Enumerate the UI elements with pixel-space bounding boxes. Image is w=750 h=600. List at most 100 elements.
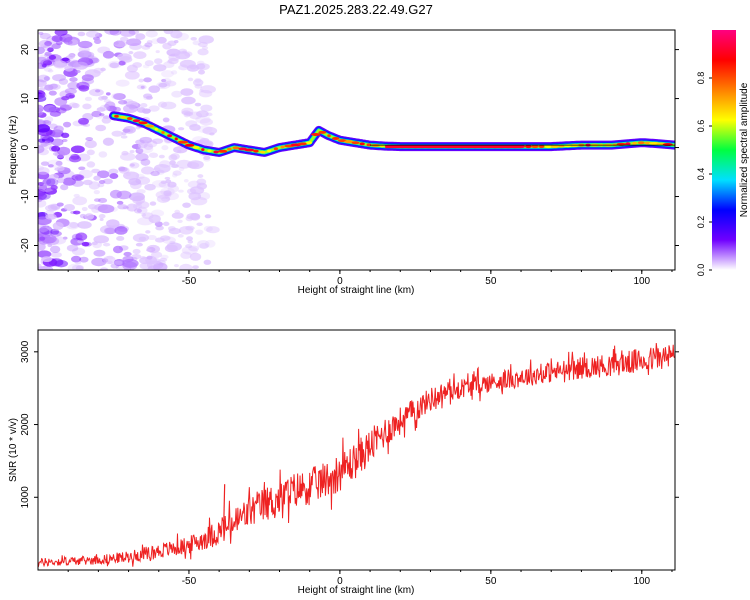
ridge-core — [305, 141, 313, 145]
noise-cell — [139, 103, 148, 108]
noise-cell — [98, 96, 105, 101]
noise-cell — [199, 118, 213, 126]
noise-cell — [77, 31, 86, 37]
noise-cell — [57, 154, 64, 160]
noise-cell — [133, 208, 142, 214]
noise-cell — [126, 38, 142, 47]
spectrogram-ridge-layer — [109, 111, 675, 157]
x-tick-label: 50 — [485, 276, 497, 287]
noise-cell — [179, 59, 196, 69]
noise-cell — [189, 252, 202, 261]
noise-cell — [91, 257, 107, 267]
noise-cell — [177, 234, 184, 238]
noise-cell — [93, 249, 106, 257]
noise-cell — [105, 92, 111, 96]
noise-cell — [158, 82, 168, 88]
noise-cell — [162, 221, 170, 227]
noise-cell — [120, 56, 131, 63]
noise-cell — [38, 31, 44, 36]
colorbar: 0.0 0.2 0.4 0.6 0.8 Normalized spectral ampl… — [696, 30, 750, 276]
noise-cell — [71, 247, 86, 256]
noise-cell — [162, 78, 172, 85]
noise-cell — [171, 173, 178, 178]
noise-cell — [197, 191, 211, 201]
noise-cell — [199, 242, 209, 249]
noise-cell — [147, 265, 160, 270]
noise-cell — [118, 60, 126, 66]
noise-cell — [150, 251, 163, 258]
noise-cell — [198, 69, 205, 75]
noise-cell — [91, 110, 102, 118]
noise-cell — [68, 155, 82, 163]
ridge-core — [132, 119, 141, 123]
noise-cell — [111, 130, 124, 137]
noise-cell — [113, 258, 125, 267]
noise-cell — [196, 110, 209, 118]
noise-cell — [142, 64, 150, 69]
noise-cell — [114, 226, 128, 235]
noise-cell — [140, 158, 151, 166]
noise-cell — [68, 102, 78, 108]
noise-cell — [119, 152, 136, 161]
ridge-core — [544, 145, 552, 149]
noise-cell — [70, 210, 77, 215]
noise-cell — [55, 107, 67, 114]
noise-cell — [200, 104, 213, 112]
noise-cell — [192, 265, 199, 269]
ridge-core — [138, 121, 148, 125]
noise-cell — [144, 60, 154, 67]
noise-cell — [75, 232, 88, 241]
noise-cell — [135, 173, 145, 179]
noise-cell — [69, 222, 79, 229]
noise-cell — [103, 255, 116, 265]
noise-cell — [143, 77, 152, 83]
noise-cell — [193, 79, 204, 87]
ridge-core — [201, 148, 205, 152]
noise-cell — [77, 239, 84, 244]
noise-cell — [38, 79, 45, 86]
noise-cell — [141, 213, 146, 217]
noise-cell — [38, 93, 48, 99]
noise-cell — [145, 95, 153, 100]
noise-cell — [43, 103, 57, 113]
noise-cell — [190, 36, 197, 41]
snr-spike — [223, 484, 226, 530]
noise-cell — [171, 90, 183, 98]
colorbar-tick-label: 0.0 — [696, 264, 706, 277]
noise-cell — [177, 127, 185, 131]
ridge-core — [280, 145, 285, 149]
noise-cell — [196, 222, 203, 227]
ridge-core — [267, 149, 272, 153]
ridge-core — [331, 136, 340, 140]
spectrogram-x-axis: -50 0 50 100 — [67, 270, 673, 287]
noise-cell — [93, 38, 102, 44]
noise-cell — [70, 145, 85, 154]
noise-cell — [39, 236, 46, 241]
noise-cell — [94, 198, 101, 202]
noise-cell — [143, 143, 154, 150]
ridge-core — [192, 145, 200, 149]
ridge-core — [161, 130, 165, 134]
noise-cell — [173, 40, 179, 44]
noise-cell — [135, 176, 151, 185]
noise-cell — [109, 62, 120, 69]
ridge-core — [260, 150, 266, 154]
noise-cell — [75, 265, 84, 270]
noise-cell — [148, 152, 159, 158]
noise-cell — [171, 212, 184, 219]
noise-cell — [38, 112, 47, 118]
snr-frame — [37, 329, 676, 571]
noise-cell — [42, 120, 50, 124]
noise-cell — [158, 154, 165, 159]
noise-cell — [156, 194, 170, 203]
noise-cell — [47, 69, 54, 73]
noise-cell — [84, 96, 93, 102]
noise-cell — [153, 64, 167, 72]
noise-cell — [39, 32, 51, 40]
noise-cell — [137, 144, 154, 154]
noise-cell — [69, 77, 78, 83]
ridge-core — [227, 147, 232, 151]
noise-cell — [178, 48, 188, 54]
noise-cell — [113, 260, 123, 266]
